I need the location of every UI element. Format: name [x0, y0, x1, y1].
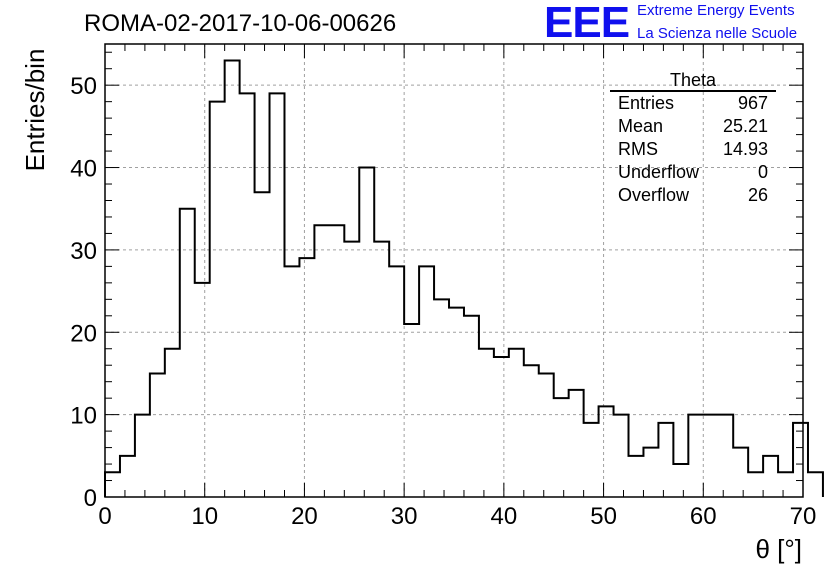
plot-frame: [104, 43, 804, 498]
stats-label: Overflow: [618, 185, 690, 205]
x-tick-label: 40: [491, 503, 518, 530]
tick-labels: 0 10 20 30 40 50 60 70 0 10 20 30 40 50: [70, 73, 816, 530]
y-axis-label: Entries/bin: [20, 48, 50, 172]
y-tick-label: 30: [70, 238, 97, 265]
y-tick-label: 40: [70, 156, 97, 183]
stats-value: 25.21: [722, 116, 768, 136]
stats-box: Theta Entries 967 Mean 25.21 RMS 14.93 U…: [610, 70, 776, 207]
stats-label: Underflow: [618, 162, 700, 182]
stats-row-entries: Entries 967: [610, 92, 776, 115]
stats-row-rms: RMS 14.93: [610, 138, 776, 161]
x-tick-label: 50: [590, 503, 617, 530]
x-axis-label: θ [°]: [755, 534, 802, 564]
logo-tagline-2: La Scienza nelle Scuole: [637, 25, 798, 42]
stats-label: Entries: [618, 93, 675, 113]
y-tick-label: 10: [70, 403, 97, 430]
stats-value: 26: [747, 185, 768, 205]
x-tick-label: 20: [291, 503, 318, 530]
x-tick-label: 30: [391, 503, 418, 530]
run-title: ROMA-02-2017-10-06-00626: [84, 10, 397, 37]
y-tick-label: 20: [70, 320, 97, 347]
x-tick-label: 0: [98, 503, 111, 530]
stats-label: Mean: [618, 116, 664, 136]
eee-logo: EEE: [544, 0, 630, 47]
stats-title: Theta: [610, 70, 776, 92]
stats-value: 14.93: [722, 139, 768, 159]
logo-tagline-1: Extreme Energy Events: [637, 2, 795, 19]
x-tick-label: 60: [690, 503, 717, 530]
x-tick-label: 10: [191, 503, 218, 530]
stats-label: RMS: [618, 139, 658, 159]
stats-value: 967: [737, 93, 768, 113]
y-tick-label: 50: [70, 73, 97, 100]
stats-row-underflow: Underflow 0: [610, 161, 776, 184]
histogram-step-line: [104, 59, 824, 497]
stats-value: 0: [757, 162, 768, 182]
y-tick-label: 0: [84, 485, 97, 512]
stats-row-mean: Mean 25.21: [610, 115, 776, 138]
stats-row-overflow: Overflow 26: [610, 184, 776, 207]
grid-lines: [105, 44, 803, 497]
x-tick-label: 70: [790, 503, 817, 530]
